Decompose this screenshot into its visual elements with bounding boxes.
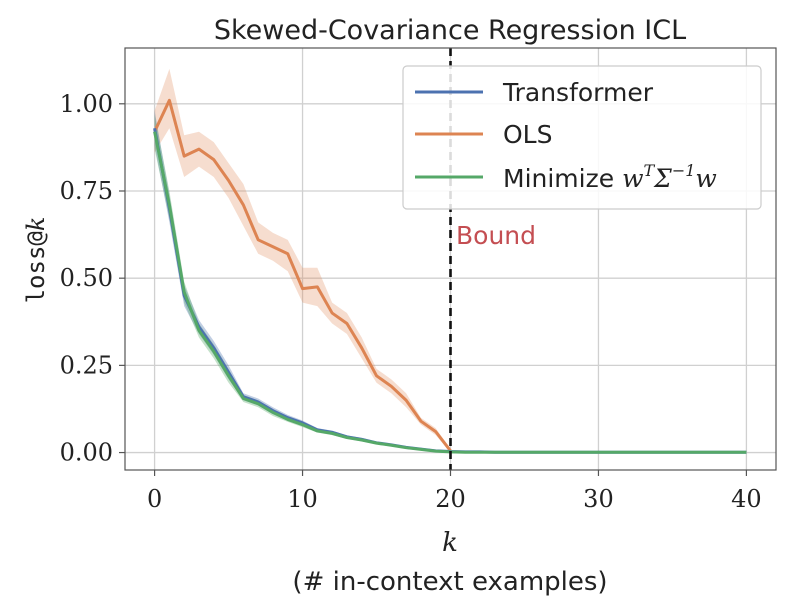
y-axis-label-main: loss@ — [22, 231, 50, 303]
legend-label-minimize: Minimize wTΣ−1w — [503, 161, 717, 193]
y-axis-label-var: k — [22, 217, 50, 232]
y-tick-label: 0.50 — [60, 264, 113, 292]
legend-math-sup-t: T — [643, 161, 655, 180]
x-tick-label: 40 — [731, 485, 762, 513]
legend-math-sigma: Σ — [653, 164, 672, 193]
legend-minimize-prefix: Minimize — [503, 164, 622, 193]
x-axis-label: k — [442, 528, 458, 558]
bound-label: Bound — [456, 221, 536, 250]
x-tick-label: 10 — [287, 485, 318, 513]
x-axis-sublabel: (# in-context examples) — [292, 567, 607, 597]
band-ols — [154, 68, 451, 453]
legend: Transformer OLS Minimize wTΣ−1w — [402, 65, 762, 210]
y-ticks: 0.00 0.25 0.50 0.75 1.00 — [60, 90, 125, 467]
y-axis-label: loss@k — [22, 217, 50, 304]
confidence-bands — [154, 68, 747, 453]
x-tick-label: 30 — [583, 485, 614, 513]
line-ols — [153, 98, 452, 452]
legend-label-transformer: Transformer — [502, 78, 654, 107]
legend-math-w2: w — [695, 164, 716, 193]
legend-box — [402, 65, 762, 210]
chart-title: Skewed-Covariance Regression ICL — [214, 15, 686, 46]
y-tick-label: 0.00 — [60, 439, 113, 467]
legend-math-sup-inv: −1 — [672, 161, 696, 180]
y-tick-label: 0.25 — [60, 351, 113, 379]
y-tick-label: 1.00 — [60, 90, 113, 118]
x-tick-label: 20 — [435, 485, 466, 513]
legend-math-w: w — [622, 164, 643, 193]
x-tick-label: 0 — [147, 485, 162, 513]
x-ticks: 0 10 20 30 40 — [147, 470, 762, 513]
y-tick-label: 0.75 — [60, 177, 113, 205]
legend-label-ols: OLS — [503, 120, 552, 149]
